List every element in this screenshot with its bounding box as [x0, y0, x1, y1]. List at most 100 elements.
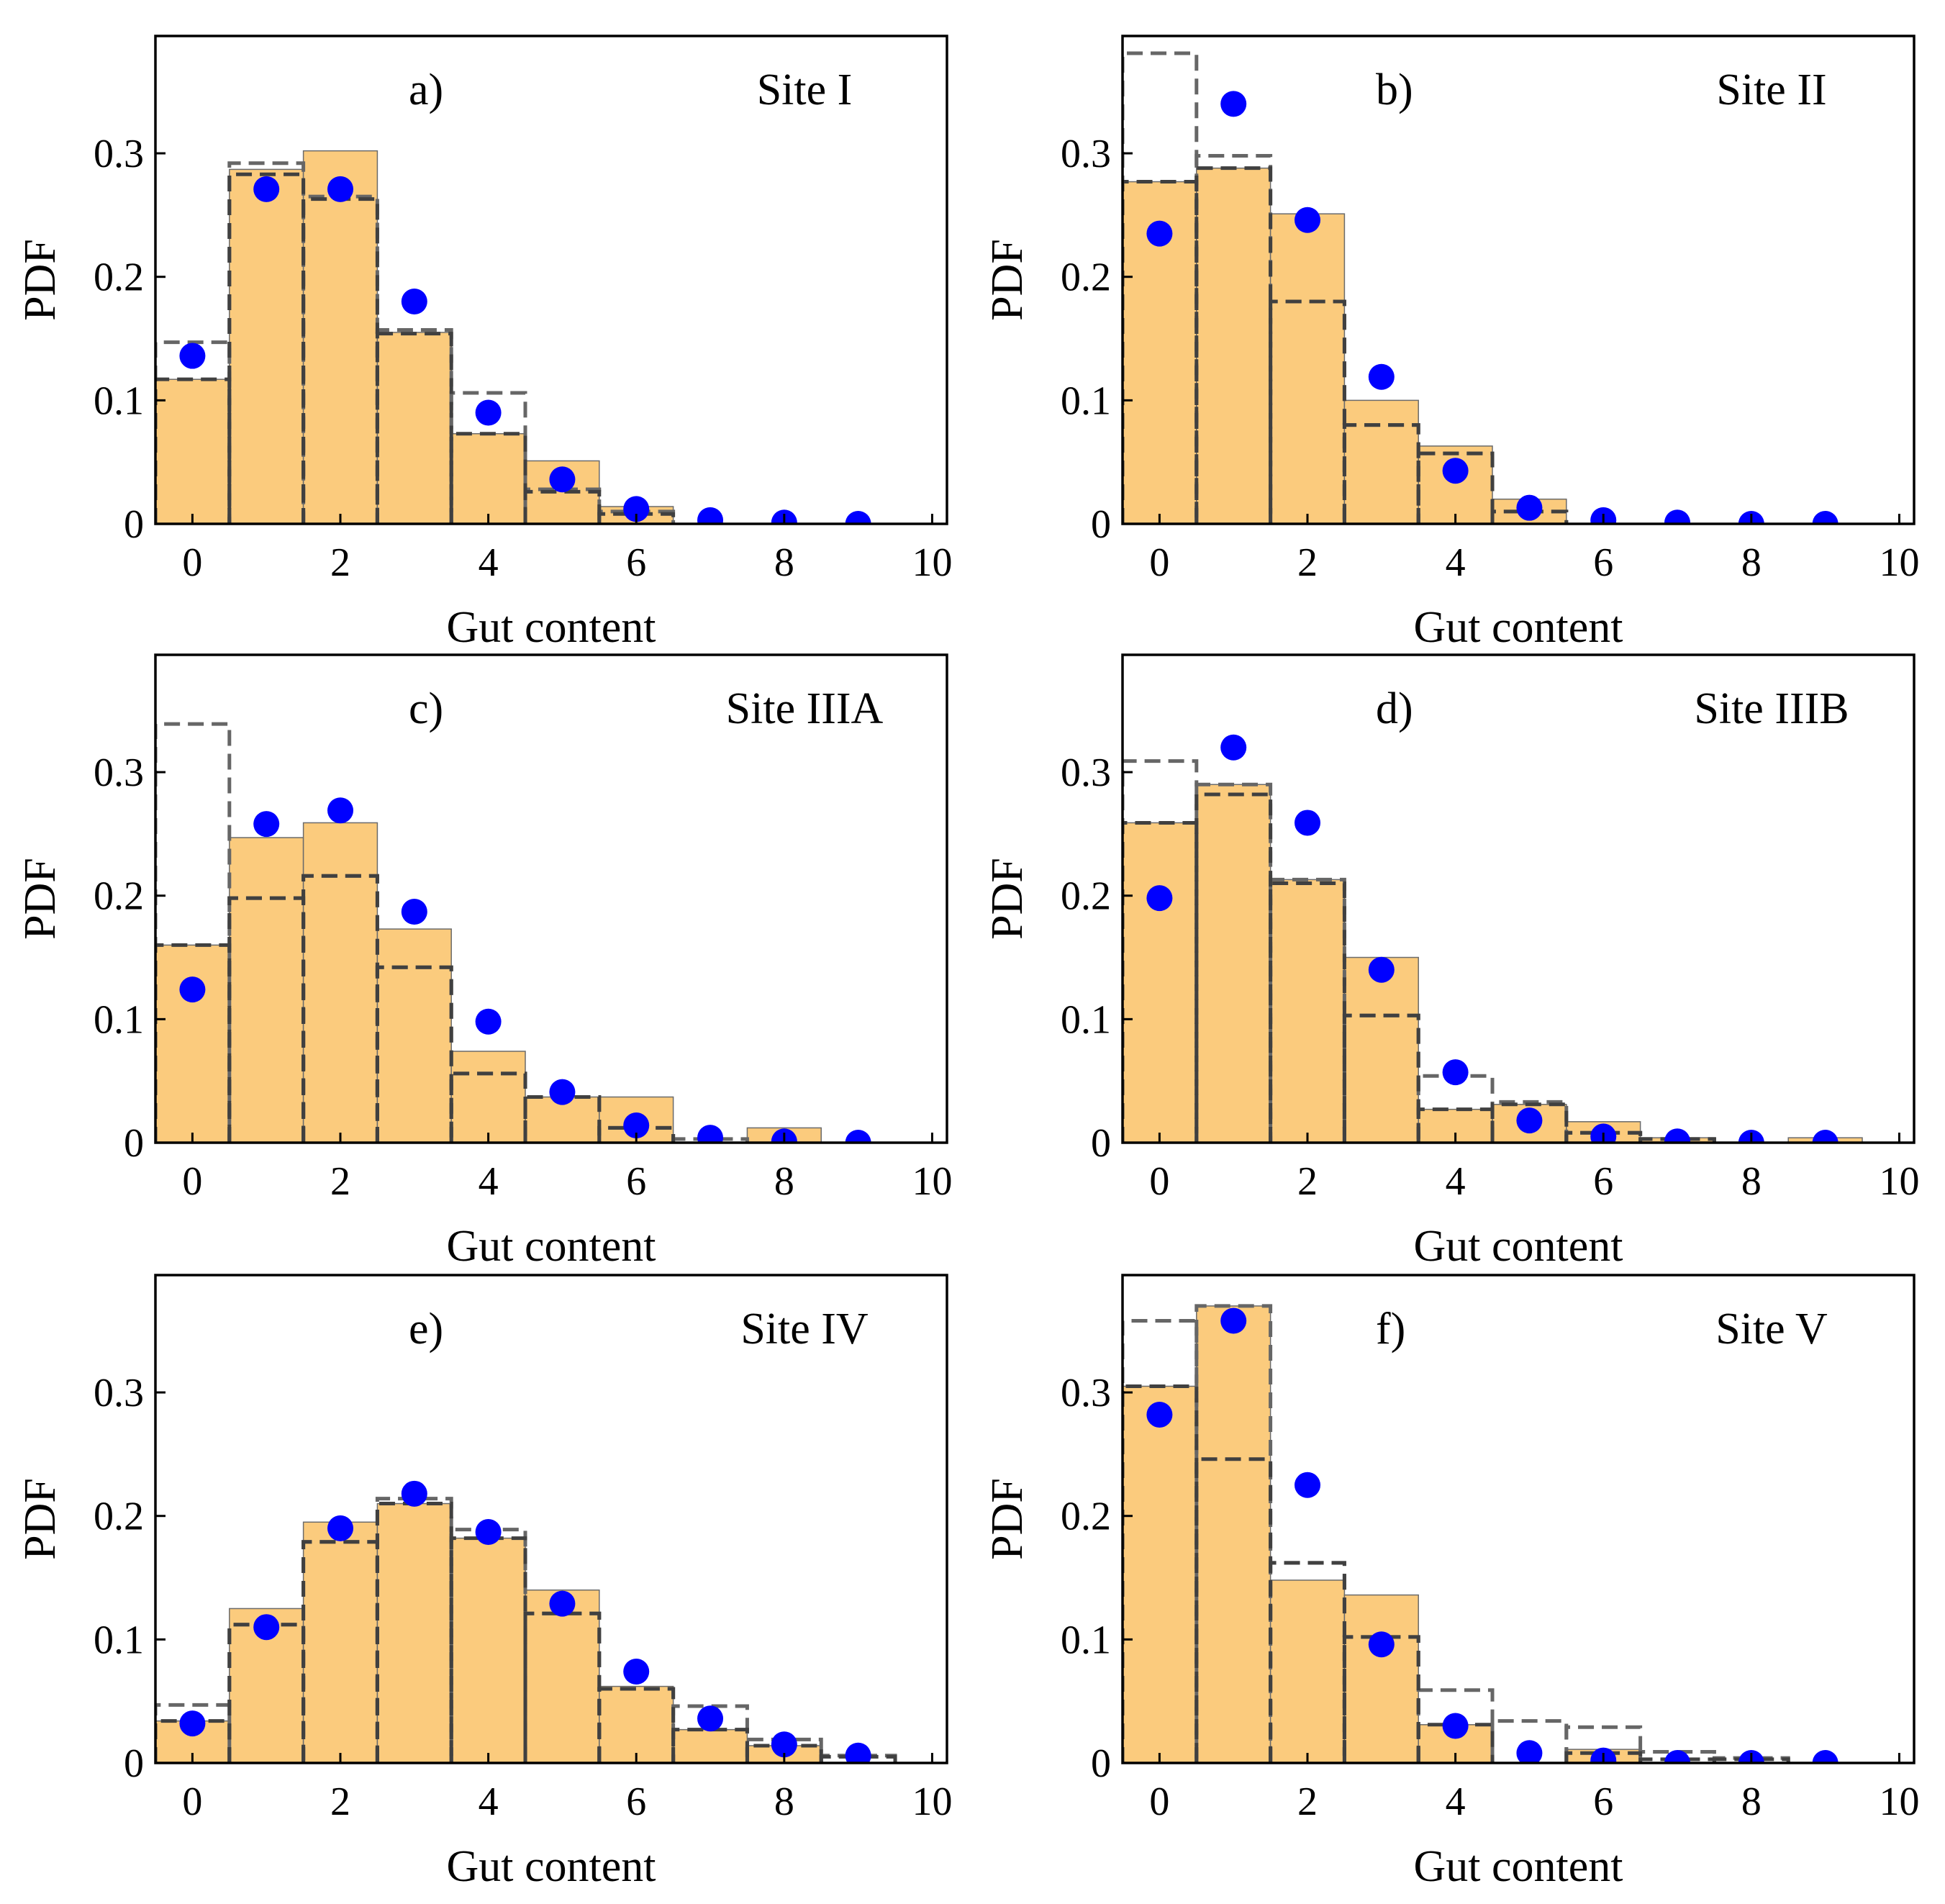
y-tick-label: 0.3 [1061, 751, 1111, 795]
fit-point [253, 1614, 280, 1641]
x-tick-label: 2 [330, 1780, 350, 1824]
panel-title: Site IIIB [1694, 684, 1849, 733]
fit-point [1516, 494, 1543, 521]
panel-frame [1121, 1274, 1915, 1764]
fit-point [253, 811, 280, 838]
histogram-bar [1269, 213, 1346, 524]
fit-point [401, 899, 427, 925]
x-axis-label: Gut content [447, 1842, 656, 1891]
x-tick-label: 0 [182, 1159, 202, 1204]
fit-point [1368, 956, 1395, 983]
model-a-step [1564, 1725, 1643, 1763]
fit-point [475, 1008, 502, 1035]
fit-point [697, 507, 724, 524]
fit-point [1516, 1740, 1543, 1763]
panel-frame [1121, 653, 1915, 1144]
plot-area [1123, 1304, 1839, 1763]
y-tick-label: 0.3 [1061, 132, 1111, 176]
y-tick-label: 0.3 [94, 132, 144, 176]
fit-point [1812, 1750, 1839, 1763]
y-axis-label: PDF [16, 1478, 65, 1560]
histogram-bar [376, 332, 452, 524]
model-a-step [1490, 1100, 1569, 1143]
fit-point [1146, 1401, 1173, 1428]
x-tick-label: 10 [912, 540, 952, 585]
fit-point [401, 1480, 427, 1507]
panel-frame [154, 1274, 948, 1764]
fit-point [1146, 885, 1173, 912]
x-tick-label: 0 [182, 1780, 202, 1824]
y-tick-label: 0.3 [94, 751, 144, 795]
x-tick-label: 10 [912, 1159, 952, 1204]
x-tick-label: 10 [1879, 1159, 1919, 1204]
panel-f: 0 2 4 6 8 10 0 0.1 0.2 0.3 Gut content PDF f) Site V [983, 1274, 1919, 1891]
model-b-step [1342, 1635, 1420, 1763]
plot-area [155, 722, 871, 1143]
y-tick-label: 0.1 [94, 378, 144, 423]
model-b-step [1416, 451, 1495, 524]
histogram-bar [376, 1502, 452, 1763]
model-b-step [1123, 820, 1199, 1143]
panel-frame [154, 653, 948, 1144]
fit-point [401, 289, 427, 315]
y-tick-label: 0 [1091, 1121, 1111, 1166]
histogram-bar [155, 378, 230, 524]
fit-point [697, 1125, 724, 1143]
fit-point [1812, 511, 1839, 524]
histogram-bar [229, 837, 304, 1143]
x-axis-label: Gut content [1414, 603, 1623, 652]
model-b-step [1638, 1137, 1716, 1143]
x-tick-label: 8 [774, 1159, 794, 1204]
plot-area [1123, 51, 1839, 524]
panel-title: Site IIIA [726, 684, 884, 733]
panel-letter: c) [409, 684, 443, 733]
fit-point [327, 1515, 354, 1541]
model-a-step [449, 391, 527, 524]
x-tick-label: 6 [1593, 1780, 1613, 1824]
model-b-step [375, 965, 453, 1143]
x-tick-label: 8 [1741, 540, 1762, 585]
x-tick-label: 8 [774, 540, 794, 585]
fit-point [1812, 1130, 1839, 1143]
fit-point [623, 496, 650, 522]
x-tick-label: 8 [1741, 1159, 1762, 1204]
fit-point [327, 797, 354, 824]
fit-point [1295, 1472, 1321, 1498]
y-tick-label: 0 [124, 1121, 144, 1166]
y-tick-label: 0.2 [94, 255, 144, 300]
y-tick-label: 0 [124, 1741, 144, 1786]
x-tick-label: 8 [1741, 1780, 1762, 1824]
plot-area [155, 1480, 897, 1763]
fit-point [697, 1705, 724, 1732]
panel-e: 0 2 4 6 8 10 0 0.1 0.2 0.3 Gut content PDF e) Site IV [16, 1274, 952, 1891]
y-tick-label: 0.1 [1061, 1618, 1111, 1662]
model-b-step [1564, 1751, 1643, 1763]
fit-point [623, 1112, 650, 1138]
panel-frame [154, 35, 948, 525]
model-b-step [671, 1728, 749, 1763]
fit-point [549, 1079, 576, 1105]
y-axis-label: PDF [16, 239, 65, 321]
model-a-step [1490, 1719, 1569, 1763]
x-tick-label: 2 [330, 1159, 350, 1204]
histogram-bar [155, 944, 230, 1143]
x-tick-label: 6 [626, 1780, 646, 1824]
panel-c: 0 2 4 6 8 10 0 0.1 0.2 0.3 Gut content PDF c) Site II… [16, 653, 952, 1271]
fit-point [771, 1731, 797, 1758]
histogram-bar [376, 928, 452, 1143]
panel-letter: e) [409, 1305, 443, 1354]
model-b-step [523, 489, 602, 524]
model-b-step [1490, 1102, 1569, 1143]
fit-point [623, 1658, 650, 1685]
y-axis-label: PDF [983, 239, 1032, 321]
x-tick-label: 6 [626, 540, 646, 585]
panel-title: Site V [1715, 1305, 1828, 1354]
panel-b: 0 2 4 6 8 10 0 0.1 0.2 0.3 Gut content PDF b) Site II [983, 35, 1919, 652]
fit-point [1442, 1713, 1469, 1739]
panel-letter: b) [1376, 65, 1413, 114]
x-tick-label: 0 [1149, 1159, 1169, 1204]
x-tick-label: 6 [1593, 540, 1613, 585]
x-axis-label: Gut content [447, 603, 656, 652]
panel-frame [1121, 35, 1915, 525]
